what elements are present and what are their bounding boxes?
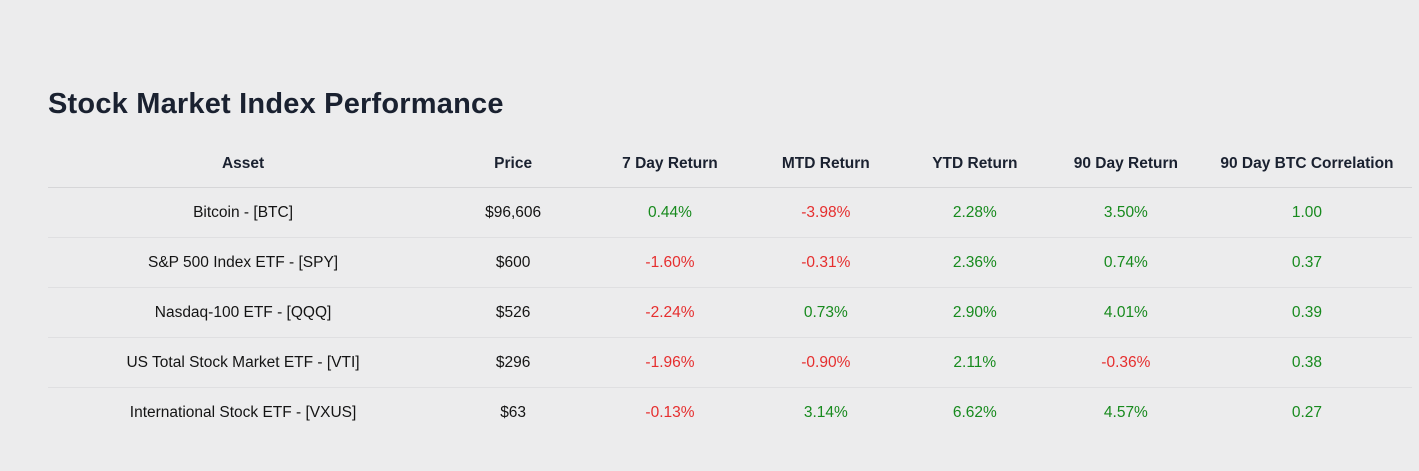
btc-correlation: 0.37 xyxy=(1201,237,1412,288)
asset-price: $600 xyxy=(438,237,589,288)
table-header: Asset Price 7 Day Return MTD Return YTD … xyxy=(48,155,1412,188)
return-7day: -2.24% xyxy=(588,287,752,338)
return-90day: 4.57% xyxy=(1103,403,1148,421)
asset-name: Nasdaq-100 ETF - [QQQ] xyxy=(48,287,439,338)
table-row: Bitcoin - [BTC] $96,606 0.44% -3.98% 2.2… xyxy=(48,187,1412,238)
return-ytd: 2.11% xyxy=(899,337,1050,388)
column-header-mtd-return: MTD Return xyxy=(751,155,900,188)
return-7day: -1.60% xyxy=(588,237,752,288)
table-row: International Stock ETF - [VXUS] $63 -0.… xyxy=(48,388,1412,438)
asset-price: $96,606 xyxy=(438,187,589,238)
asset-name: International Stock ETF - [VXUS] xyxy=(129,403,357,421)
asset-name: S&P 500 Index ETF - [SPY] xyxy=(48,237,439,288)
return-mtd: -0.90% xyxy=(751,337,900,388)
return-ytd: 2.90% xyxy=(899,287,1050,338)
asset-price: $63 xyxy=(500,403,527,421)
asset-price: $526 xyxy=(438,287,589,338)
asset-name: US Total Stock Market ETF - [VTI] xyxy=(48,337,439,388)
performance-table: Asset Price 7 Day Return MTD Return YTD … xyxy=(48,155,1412,438)
return-7day: -1.96% xyxy=(588,337,752,388)
asset-name: Bitcoin - [BTC] xyxy=(48,187,439,238)
asset-price: $296 xyxy=(438,337,589,388)
return-7day: 0.44% xyxy=(588,187,752,238)
return-mtd: -0.31% xyxy=(751,237,900,288)
btc-correlation: 0.38 xyxy=(1201,337,1412,388)
page-title: Stock Market Index Performance xyxy=(48,88,504,120)
table-row: S&P 500 Index ETF - [SPY] $600 -1.60% -0… xyxy=(48,237,1412,288)
return-7day: -0.13% xyxy=(645,403,695,421)
return-90day: 3.50% xyxy=(1049,187,1202,238)
return-mtd: -3.98% xyxy=(751,187,900,238)
table-row: US Total Stock Market ETF - [VTI] $296 -… xyxy=(48,337,1412,388)
return-ytd: 6.62% xyxy=(952,403,997,421)
column-header-90day-btc-correlation: 90 Day BTC Correlation xyxy=(1201,155,1412,188)
return-ytd: 2.36% xyxy=(899,237,1050,288)
column-header-7day-return: 7 Day Return xyxy=(588,155,752,188)
return-90day: 0.74% xyxy=(1049,237,1202,288)
return-ytd: 2.28% xyxy=(899,187,1050,238)
btc-correlation: 0.27 xyxy=(1291,403,1323,421)
btc-correlation: 0.39 xyxy=(1201,287,1412,338)
column-header-ytd-return: YTD Return xyxy=(899,155,1050,188)
return-mtd: 3.14% xyxy=(803,403,848,421)
column-header-price: Price xyxy=(438,155,589,188)
return-90day: -0.36% xyxy=(1049,337,1202,388)
column-header-asset: Asset xyxy=(48,155,439,188)
return-mtd: 0.73% xyxy=(751,287,900,338)
column-header-90day-return: 90 Day Return xyxy=(1049,155,1202,188)
table-row: Nasdaq-100 ETF - [QQQ] $526 -2.24% 0.73%… xyxy=(48,287,1412,338)
return-90day: 4.01% xyxy=(1049,287,1202,338)
btc-correlation: 1.00 xyxy=(1201,187,1412,238)
